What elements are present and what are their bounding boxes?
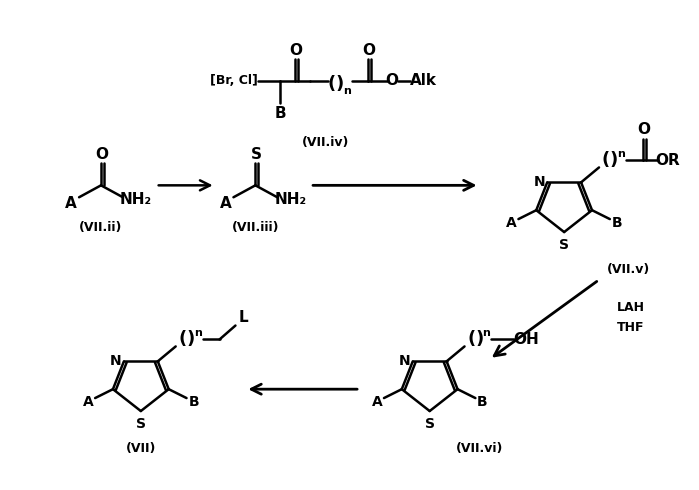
Text: (VII.v): (VII.v) — [607, 263, 651, 276]
Text: ): ) — [336, 75, 344, 93]
Text: OR: OR — [656, 153, 680, 168]
Text: (: ( — [602, 151, 610, 170]
Text: NH₂: NH₂ — [274, 192, 306, 207]
Text: S: S — [425, 417, 435, 431]
Text: OH: OH — [514, 332, 539, 347]
Text: [Br, Cl]: [Br, Cl] — [210, 74, 259, 87]
Text: (VII): (VII) — [126, 442, 156, 455]
Text: B: B — [477, 394, 488, 409]
Text: THF: THF — [617, 321, 644, 334]
Text: (VII.iv): (VII.iv) — [301, 136, 349, 149]
Text: N: N — [399, 354, 410, 368]
Text: (: ( — [328, 75, 336, 93]
Text: ): ) — [610, 151, 618, 170]
Text: A: A — [506, 216, 517, 230]
Text: A: A — [82, 394, 94, 409]
Text: B: B — [188, 394, 199, 409]
Text: O: O — [289, 43, 303, 58]
Text: n: n — [343, 86, 351, 96]
Text: (VII.iii): (VII.iii) — [231, 220, 279, 234]
Text: L: L — [238, 310, 248, 325]
Text: Alk: Alk — [410, 74, 437, 88]
Text: S: S — [136, 417, 146, 431]
Text: n: n — [617, 148, 625, 159]
Text: O: O — [637, 122, 650, 137]
Text: (VII.ii): (VII.ii) — [79, 220, 123, 234]
Text: n: n — [194, 327, 201, 338]
Text: O: O — [96, 147, 108, 162]
Text: O: O — [385, 74, 398, 88]
Text: A: A — [65, 196, 77, 211]
Text: LAH: LAH — [617, 301, 645, 314]
Text: N: N — [110, 354, 122, 368]
Text: n: n — [482, 327, 491, 338]
Text: (: ( — [468, 330, 475, 348]
Text: (VII.vi): (VII.vi) — [456, 442, 503, 455]
Text: B: B — [612, 216, 622, 230]
Text: A: A — [371, 394, 382, 409]
Text: (: ( — [178, 330, 187, 348]
Text: N: N — [533, 175, 545, 189]
Text: A: A — [219, 196, 231, 211]
Text: S: S — [559, 238, 569, 252]
Text: ): ) — [475, 330, 484, 348]
Text: ): ) — [187, 330, 195, 348]
Text: O: O — [362, 43, 375, 58]
Text: NH₂: NH₂ — [120, 192, 152, 207]
Text: S: S — [251, 147, 262, 162]
Text: B: B — [275, 106, 286, 121]
